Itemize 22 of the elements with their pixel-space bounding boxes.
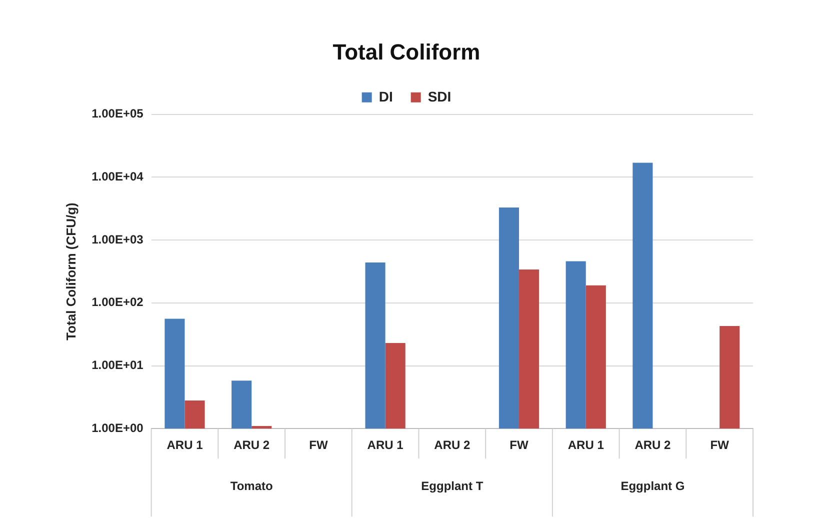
y-tick-label: 1.00E+05 [92,106,144,121]
x-tick-label: ARU 1 [367,438,404,452]
y-tick-label: 1.00E+03 [92,232,144,246]
y-tick-label: 1.00E+01 [92,358,144,372]
text: Eggplant G [620,478,685,493]
chart-title: Total Coliform [332,39,480,64]
y-tick-label: 1.00E+00 [92,420,144,435]
legend-label: SDI [428,88,452,104]
x-tick-label: ARU 2 [234,438,270,452]
text: Eggplant T [421,478,484,493]
x-tick-label: ARU 2 [434,438,470,452]
x-tick-label: FW [309,438,328,452]
y-tick-label: 1.00E+02 [92,295,144,310]
y-tick-label: 1.00E+04 [92,170,144,184]
x-tick-label: ARU 1 [568,438,604,452]
y-axis-title: Total Coliform (CFU/g) [63,202,78,340]
x-tick-label: FW [710,438,730,452]
legend-label: DI [378,88,393,104]
text: Tomato [230,478,273,493]
x-tick-label: ARU 1 [166,438,204,452]
x-tick-label: ARU 2 [634,438,672,452]
x-tick-label: FW [510,438,530,452]
